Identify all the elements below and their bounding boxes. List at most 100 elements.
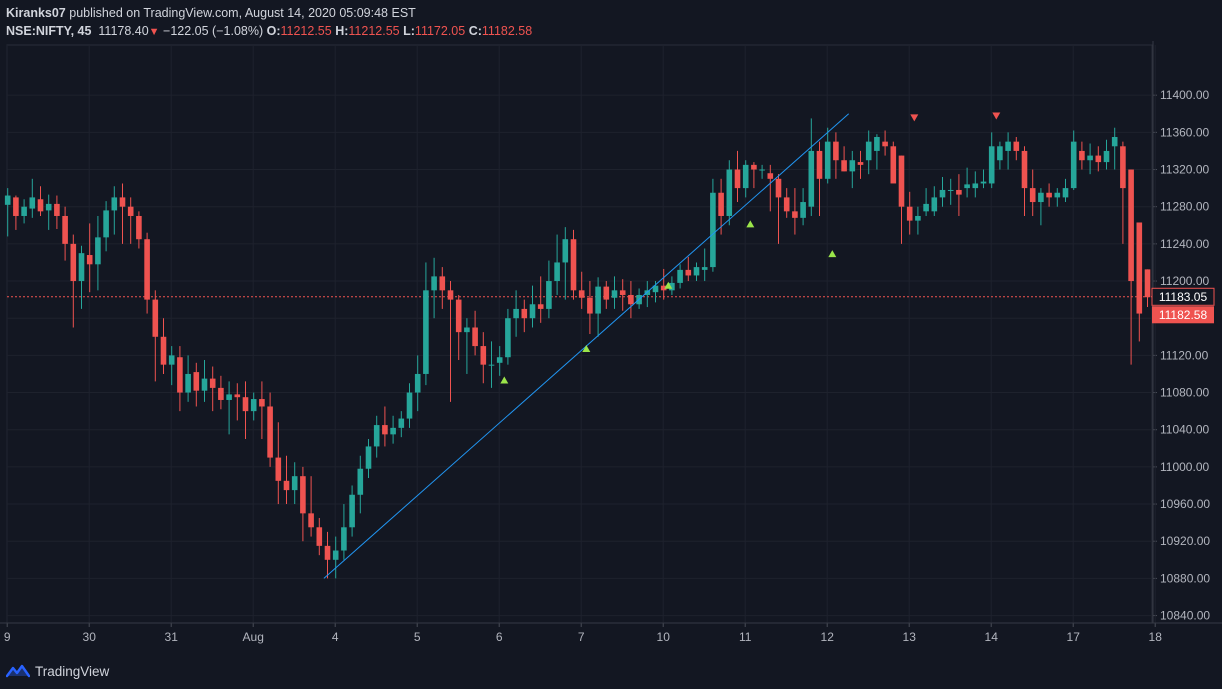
candle-body	[390, 427, 396, 435]
candle-body	[209, 378, 216, 388]
candle-body	[890, 146, 897, 184]
ohlc-line: NSE:NIFTY, 45 11178.40▼ −122.05 (−1.08%)…	[6, 22, 1216, 40]
candle-body	[603, 286, 610, 300]
candle-body	[152, 299, 159, 337]
candle-body	[37, 199, 44, 212]
candle-body	[628, 294, 634, 305]
price-change: −122.05 (−1.08%)	[163, 24, 264, 38]
candle-body	[1029, 188, 1036, 203]
y-tick-label: 11000.00	[1160, 460, 1209, 474]
candle-body	[587, 297, 593, 314]
buy-signal-icon	[746, 220, 755, 228]
candlestick-chart[interactable]: 11400.00 11360.00 11320.00 11280.00 11240.00…	[0, 41, 1222, 655]
candle-body	[496, 357, 503, 363]
candle-body	[1087, 155, 1093, 161]
candle-body	[423, 290, 429, 374]
candle-body	[693, 267, 700, 276]
y-tick-label: 11080.00	[1160, 386, 1209, 400]
y-tick-label: 11320.00	[1160, 163, 1209, 177]
y-tick-label: 10840.00	[1160, 609, 1210, 623]
candle-body	[185, 373, 191, 393]
y-tick-label: 11280.00	[1160, 200, 1209, 214]
candle-body	[865, 141, 872, 161]
candle-body	[373, 425, 380, 447]
candle-body	[341, 527, 347, 551]
candle-body	[1021, 150, 1028, 189]
candle-body	[291, 476, 298, 491]
candle-body	[1144, 269, 1151, 298]
candle-body	[997, 146, 1003, 161]
publisher-name[interactable]: Kiranks07	[6, 6, 66, 20]
candle-body	[439, 276, 446, 291]
open-value: 11212.55	[280, 24, 332, 38]
candle-body	[701, 267, 708, 270]
candle-body	[357, 468, 364, 495]
candle-body	[45, 203, 52, 211]
x-tick-label: 5	[414, 630, 421, 644]
publish-line: Kiranks07 published on TradingView.com, …	[6, 4, 1216, 22]
candle-body	[1103, 150, 1110, 163]
candle-body	[332, 550, 339, 560]
candle-body	[578, 290, 585, 298]
candle-body	[783, 197, 790, 212]
candle-body	[759, 169, 765, 171]
candle-body	[168, 355, 175, 365]
y-tick-label: 11120.00	[1160, 348, 1209, 362]
price-label-box	[1151, 287, 1215, 306]
candle-body	[964, 184, 970, 189]
candle-body	[546, 281, 552, 309]
candle-body	[529, 304, 536, 319]
candle-body	[734, 169, 741, 189]
candle-body	[447, 290, 454, 300]
y-tick-label: 10920.00	[1160, 534, 1210, 548]
price-label-close: 11182.58	[1159, 308, 1208, 322]
tradingview-logo-icon[interactable]	[6, 663, 30, 679]
x-tick-label: 6	[496, 630, 503, 644]
candle-body	[1120, 146, 1126, 189]
chart-header: Kiranks07 published on TradingView.com, …	[6, 4, 1216, 40]
down-arrow-icon: ▼	[148, 26, 160, 38]
candle-body	[4, 195, 11, 205]
candle-body	[316, 527, 323, 546]
candle-body	[259, 399, 265, 407]
buy-signal-icon	[664, 281, 673, 289]
tradingview-brand[interactable]: TradingView	[35, 663, 110, 679]
candle-body	[808, 150, 815, 207]
high-label: H:	[335, 24, 349, 38]
candle-body	[513, 308, 519, 319]
footer: TradingView	[6, 660, 109, 682]
price-label-box	[1152, 306, 1214, 324]
candle-body	[1038, 192, 1044, 203]
x-tick-label: 31	[165, 630, 179, 644]
candle-body	[800, 202, 806, 218]
candle-body	[218, 387, 224, 400]
candle-body	[1062, 188, 1069, 198]
candle-body	[685, 269, 692, 276]
candle-body	[201, 378, 208, 391]
x-tick-label: 18	[1149, 630, 1163, 644]
candle-body	[833, 141, 839, 161]
candle-body	[619, 290, 626, 295]
candle-body	[972, 183, 979, 189]
candle-body	[472, 327, 478, 347]
candle-body	[480, 346, 487, 365]
candle-body	[898, 155, 905, 207]
candle-body	[21, 206, 27, 216]
y-tick-label: 10960.00	[1160, 497, 1210, 511]
candle-body	[660, 285, 667, 291]
candle-body	[718, 192, 724, 216]
candle-body	[406, 392, 413, 419]
candle-body	[29, 197, 36, 209]
x-tick-label: 14	[985, 630, 999, 644]
candle-body	[267, 406, 273, 458]
close-label: C:	[468, 24, 482, 38]
candle-body	[1070, 141, 1077, 189]
candle-body	[611, 290, 618, 298]
candle-body	[857, 162, 864, 165]
candle-body	[882, 141, 888, 147]
candle-body	[177, 357, 183, 393]
candle-body	[455, 299, 462, 333]
candle-body	[488, 364, 495, 366]
candle-body	[62, 215, 68, 244]
high-value: 11212.55	[348, 24, 400, 38]
